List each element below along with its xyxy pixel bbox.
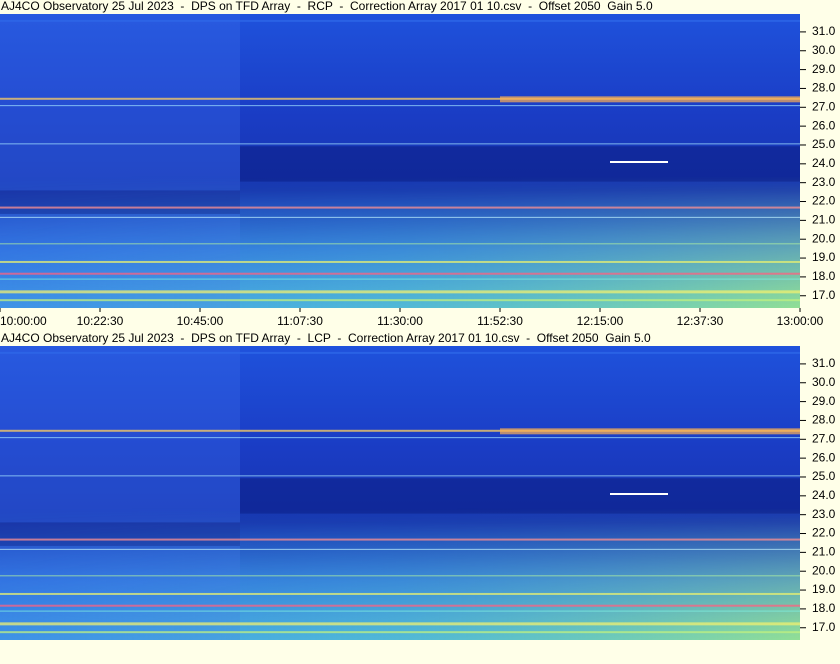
y-tick-label: 23.0 — [812, 507, 836, 521]
emission-line — [0, 97, 800, 100]
y-tick-label: 27.0 — [812, 99, 836, 113]
emission-line — [0, 575, 800, 577]
emission-line — [0, 610, 800, 612]
x-tick-label: 11:30:00 — [377, 314, 423, 328]
panel-title: AJ4CO Observatory 25 Jul 2023 - DPS on T… — [1, 0, 653, 13]
x-tick-label: 11:07:30 — [277, 314, 323, 328]
x-tick-label: 10:22:30 — [77, 314, 124, 328]
x-tick-label: 13:00:00 — [777, 314, 824, 328]
emission-line — [0, 351, 800, 354]
emission-line — [0, 105, 800, 107]
emission-line — [0, 243, 800, 245]
y-tick-label: 18.0 — [812, 601, 836, 615]
emission-line — [0, 622, 800, 626]
x-tick-label: 12:15:00 — [577, 314, 624, 328]
y-tick-label: 26.0 — [812, 450, 836, 464]
axis-strip — [800, 14, 840, 308]
y-tick-label: 21.0 — [812, 545, 836, 559]
y-tick-label: 25.0 — [812, 469, 836, 483]
emission-line — [0, 272, 800, 275]
emission-line — [0, 143, 800, 145]
y-tick-label: 24.0 — [812, 488, 836, 502]
y-tick-label: 30.0 — [812, 375, 836, 389]
y-tick-label: 19.0 — [812, 250, 836, 264]
burst-band — [500, 96, 800, 103]
green-region — [0, 175, 800, 308]
emission-line — [0, 19, 800, 22]
x-tick-label: 10:45:00 — [177, 314, 224, 328]
y-tick-label: 21.0 — [812, 213, 836, 227]
x-tick-label: 10:00:00 — [0, 314, 47, 328]
emission-line — [0, 475, 800, 477]
emission-line — [0, 437, 800, 439]
emission-line — [0, 290, 800, 294]
y-tick-label: 22.0 — [812, 526, 836, 540]
emission-line — [0, 278, 800, 280]
y-tick-label: 25.0 — [812, 137, 836, 151]
y-tick-label: 31.0 — [812, 24, 836, 38]
y-tick-label: 22.0 — [812, 194, 836, 208]
y-tick-label: 28.0 — [812, 413, 836, 427]
y-tick-label: 23.0 — [812, 175, 836, 189]
y-tick-label: 28.0 — [812, 81, 836, 95]
y-tick-label: 27.0 — [812, 431, 836, 445]
emission-line — [0, 206, 800, 209]
emission-line — [0, 604, 800, 607]
emission-line — [0, 592, 800, 595]
x-tick-label: 11:52:30 — [477, 314, 523, 328]
y-tick-label: 31.0 — [812, 356, 836, 370]
y-tick-label: 24.0 — [812, 156, 836, 170]
emission-line — [0, 548, 800, 550]
y-tick-label: 29.0 — [812, 62, 836, 76]
emission-line — [0, 538, 800, 541]
axis-strip — [800, 346, 840, 640]
carrier-line — [610, 493, 668, 495]
carrier-line — [610, 161, 668, 163]
burst-band — [500, 428, 800, 435]
emission-line — [0, 631, 800, 634]
y-tick-label: 19.0 — [812, 582, 836, 596]
green-region — [0, 507, 800, 640]
dark-band — [240, 478, 800, 514]
y-tick-label: 30.0 — [812, 43, 836, 57]
y-tick-label: 26.0 — [812, 118, 836, 132]
emission-line — [0, 299, 800, 302]
emission-line — [0, 216, 800, 218]
panel-title: AJ4CO Observatory 25 Jul 2023 - DPS on T… — [1, 331, 651, 345]
emission-line — [0, 260, 800, 263]
y-tick-label: 29.0 — [812, 394, 836, 408]
x-tick-label: 12:37:30 — [677, 314, 724, 328]
y-tick-label: 18.0 — [812, 269, 836, 283]
y-tick-label: 17.0 — [812, 288, 836, 302]
emission-line — [0, 429, 800, 432]
y-tick-label: 17.0 — [812, 620, 836, 634]
y-tick-label: 20.0 — [812, 563, 836, 577]
y-tick-label: 20.0 — [812, 231, 836, 245]
